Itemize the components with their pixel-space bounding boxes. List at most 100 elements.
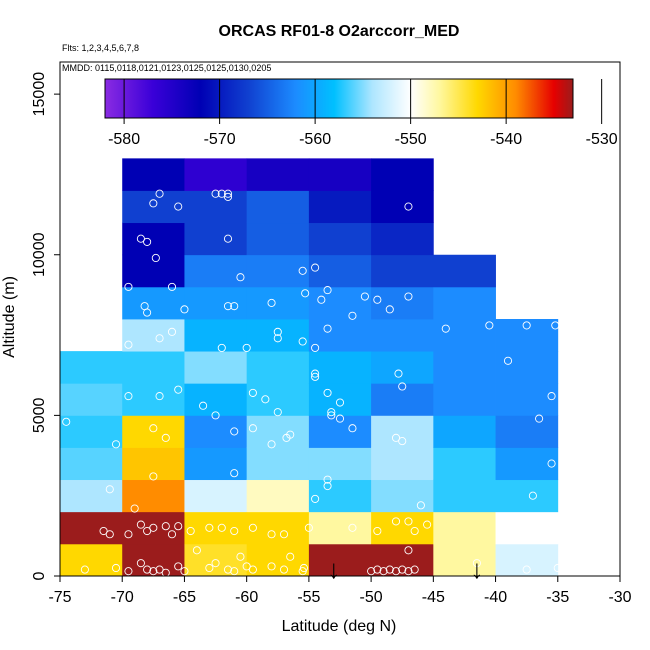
heatmap-cell xyxy=(122,319,185,352)
heatmap-cell xyxy=(495,383,559,416)
sample-point xyxy=(335,398,345,407)
sample-point xyxy=(105,530,114,539)
sample-point xyxy=(230,526,239,536)
sample-point xyxy=(136,234,145,243)
sample-point xyxy=(385,305,394,314)
sample-point xyxy=(348,523,357,532)
heatmap-cell xyxy=(184,319,248,352)
heatmap-cell xyxy=(122,254,185,288)
heatmap-cell xyxy=(371,447,434,481)
sample-point xyxy=(373,295,382,304)
x-tick-label: -40 xyxy=(484,589,507,606)
sample-point xyxy=(223,302,233,311)
sample-point xyxy=(151,253,160,263)
heatmap-cell xyxy=(371,190,434,224)
heatmap-cell xyxy=(308,319,372,352)
heatmap-cell xyxy=(371,158,434,191)
sample-point xyxy=(217,189,226,198)
sample-point xyxy=(236,273,245,282)
sample-point xyxy=(394,369,403,378)
sample-point xyxy=(248,523,257,532)
heatmap-cell xyxy=(246,415,310,448)
sample-point xyxy=(242,343,251,352)
heatmap-cell xyxy=(371,222,434,256)
x-tick-label: -65 xyxy=(173,589,196,606)
heatmap-cell xyxy=(308,190,372,224)
chart-title: ORCAS RF01-8 O2arccorr_MED xyxy=(219,23,460,40)
heatmap-cell xyxy=(433,511,496,545)
arrow-marker: ↓ xyxy=(327,554,340,584)
sample-point xyxy=(311,372,320,381)
heatmap-cell xyxy=(246,351,310,384)
sample-point xyxy=(323,324,332,333)
sample-point xyxy=(391,517,401,526)
heatmap-cell xyxy=(433,254,496,288)
heatmap-cell xyxy=(371,383,434,416)
sample-point xyxy=(180,567,189,576)
sample-point xyxy=(143,526,152,536)
sample-points xyxy=(62,189,562,577)
heatmap-cell xyxy=(60,415,123,448)
heatmap-cell xyxy=(246,383,310,416)
sample-point xyxy=(404,202,413,211)
heatmap-cell xyxy=(184,351,248,384)
sample-point xyxy=(174,522,183,531)
heatmap-cell xyxy=(308,158,372,191)
sample-point xyxy=(155,565,164,574)
heatmap-cell xyxy=(60,543,123,577)
heatmap-cell xyxy=(122,447,185,481)
heatmap-cell xyxy=(433,479,496,513)
heatmap-cell xyxy=(122,479,185,513)
arrow-marker: ↓ xyxy=(470,554,483,584)
heatmap-cell xyxy=(371,415,434,448)
sample-point xyxy=(553,563,562,573)
sample-point xyxy=(143,237,152,246)
heatmap-cell xyxy=(308,222,372,256)
sample-point xyxy=(223,234,233,243)
flights-note: Flts: 1,2,3,4,5,6,7,8 xyxy=(62,43,139,53)
x-axis: -75 -70 -65 -60 -55 -50 -45 -40 -35 -30 xyxy=(48,576,632,606)
heatmap-cell xyxy=(371,319,434,352)
heatmap-cell xyxy=(122,158,185,191)
sample-point xyxy=(248,388,257,397)
heatmap-cell xyxy=(308,351,372,384)
heatmap-cell xyxy=(495,543,559,577)
sample-point xyxy=(217,523,226,532)
sample-point xyxy=(416,501,425,510)
heatmap-cell xyxy=(122,222,185,256)
sample-point xyxy=(385,565,394,574)
sample-point xyxy=(174,202,183,211)
heatmap-cell xyxy=(184,543,248,577)
heatmap-cell xyxy=(246,511,310,545)
sample-point xyxy=(248,565,257,574)
sample-point xyxy=(410,526,419,536)
sample-point xyxy=(167,282,177,291)
sample-point xyxy=(348,311,357,320)
sample-point xyxy=(317,295,326,304)
heatmap-cell xyxy=(308,254,372,288)
x-tick-label: -55 xyxy=(297,589,320,606)
y-axis: 0 5000 10000 15000 xyxy=(31,72,60,580)
plot-frame xyxy=(59,61,621,577)
sample-point xyxy=(167,327,177,336)
y-tick-label: 15000 xyxy=(31,72,48,117)
heatmap-cell xyxy=(433,351,496,384)
sample-point xyxy=(373,565,382,574)
sample-point xyxy=(273,334,282,343)
sample-point xyxy=(485,321,494,330)
sample-point xyxy=(522,321,531,330)
sample-point xyxy=(379,567,388,576)
sample-point xyxy=(441,324,450,333)
heatmap-cell xyxy=(60,447,123,481)
sample-point xyxy=(391,433,401,442)
sample-point xyxy=(267,530,276,539)
heatmap-cell xyxy=(371,511,434,545)
heatmap-cell xyxy=(184,158,248,191)
x-tick-label: -35 xyxy=(546,589,569,606)
sample-point xyxy=(298,337,307,346)
sample-point xyxy=(192,546,201,555)
heatmap-cell xyxy=(433,415,496,448)
heatmap-cell xyxy=(184,254,248,288)
sample-point xyxy=(111,440,121,449)
sample-point xyxy=(311,369,320,378)
